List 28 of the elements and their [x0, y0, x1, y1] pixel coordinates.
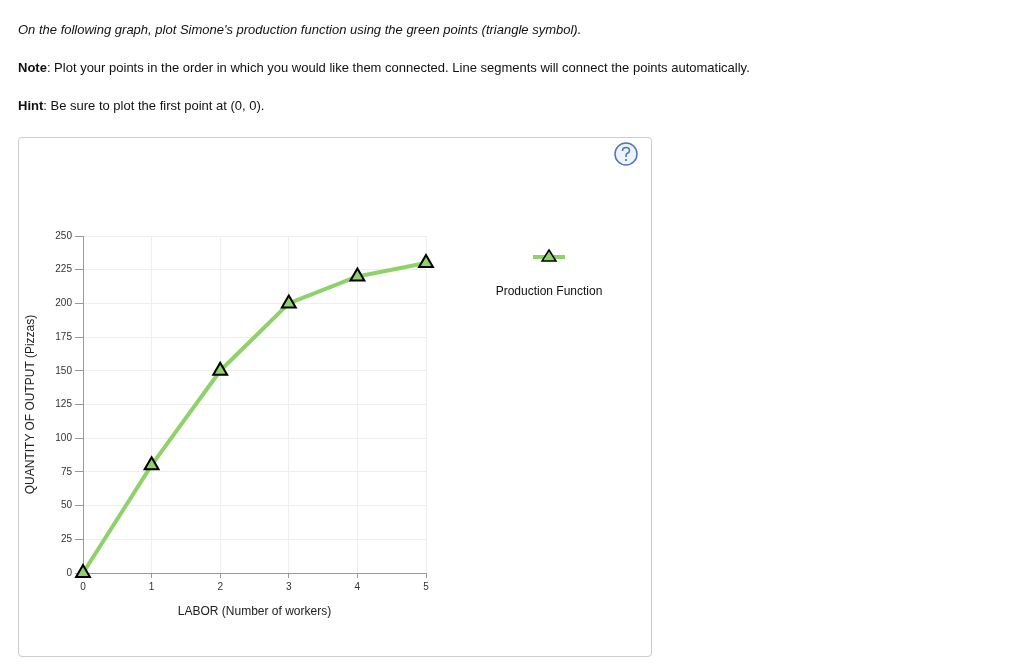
y-tick-label: 0	[66, 566, 73, 578]
text: Note: Plot your points in the order in which you would like them connected. Line segments will connect the points automatically.	[18, 60, 750, 75]
x-axis-title: LABOR (Number of workers)	[177, 604, 332, 619]
y-tick-label: 150	[55, 364, 73, 376]
y-tick-label: 75	[60, 465, 73, 477]
x-tick-label: 3	[286, 580, 293, 592]
x-tick-label: 0	[80, 580, 87, 592]
y-tick-label: 25	[60, 533, 73, 545]
x-tick-label: 1	[148, 580, 155, 592]
y-tick-label: 200	[55, 297, 73, 309]
y-tick-label: 125	[55, 398, 73, 410]
y-tick-label: 225	[55, 263, 73, 275]
point	[418, 253, 434, 268]
point	[212, 361, 229, 376]
y-axis-title: QUANTITY OF OUTPUT (Pizzas)	[22, 314, 37, 495]
x-tick-label: 2	[217, 580, 224, 592]
point	[349, 267, 366, 282]
point	[280, 294, 297, 309]
chart-title: On the following graph, plot Simone's production function using the green points (triangle symbol).	[18, 22, 583, 39]
text: Production Function	[495, 284, 603, 298]
x-tick-label: 4	[354, 580, 361, 592]
y-tick-label: 175	[55, 330, 73, 342]
y-tick-label: 50	[60, 499, 73, 511]
y-tick-label: 250	[55, 229, 73, 241]
x-tick-label: 5	[423, 580, 430, 592]
text: Hint: Be sure to plot the first point at (0, 0).	[18, 98, 265, 113]
point	[143, 456, 160, 471]
y-tick-label: 100	[55, 431, 73, 443]
